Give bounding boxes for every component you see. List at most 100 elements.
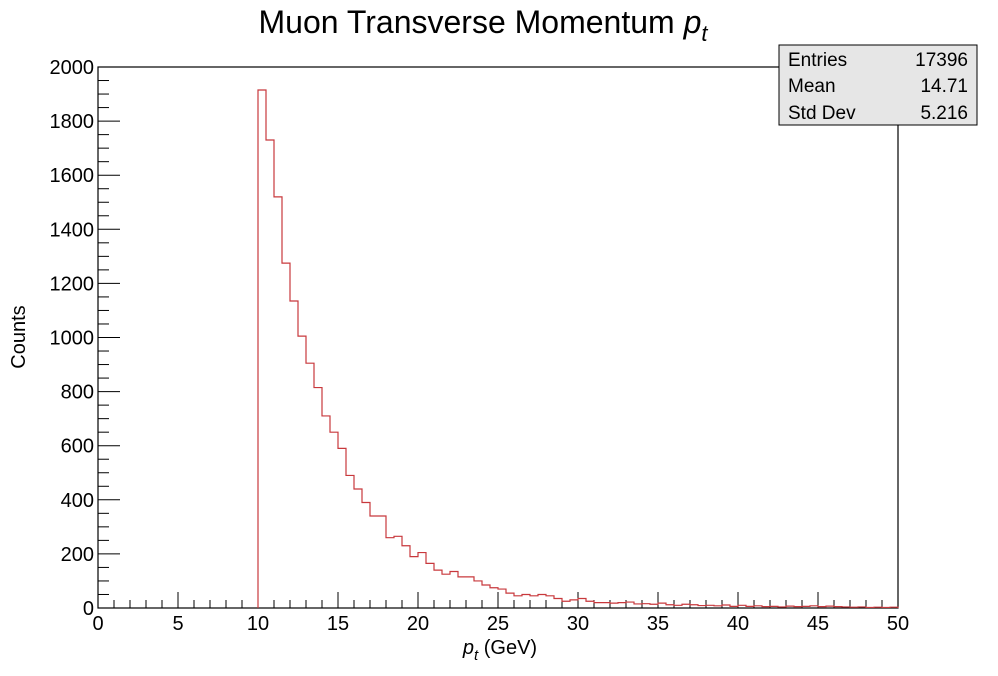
x-tick-label: 45 <box>807 613 829 635</box>
histogram-bin <box>674 605 682 608</box>
histogram-bin <box>866 607 874 608</box>
histogram-bin <box>890 607 898 608</box>
histogram-bin <box>642 604 650 608</box>
histogram-bin <box>730 606 738 608</box>
histogram-bin <box>290 301 298 608</box>
plot-frame <box>97 66 899 609</box>
y-axis-ticks: 0 200 400 600 800 1000 1200 1400 1600 1800 2000 <box>50 57 120 620</box>
histogram-bin <box>802 606 810 608</box>
histogram-bin <box>274 197 282 608</box>
histogram-bin <box>322 416 330 608</box>
histogram-bin <box>442 574 450 608</box>
x-tick-label: 10 <box>247 613 269 635</box>
histogram-bin <box>298 336 306 608</box>
histogram-bin <box>506 593 514 608</box>
x-tick-label: 5 <box>172 613 183 635</box>
histogram-bin <box>474 581 482 608</box>
x-tick-label: 25 <box>487 613 509 635</box>
histogram-bin <box>386 538 394 608</box>
histogram-bins <box>258 90 898 608</box>
histogram-bin <box>346 475 354 608</box>
histogram-bin <box>874 607 882 608</box>
histogram-bin <box>634 604 642 608</box>
histogram-bin <box>338 448 346 608</box>
histogram-bin <box>722 605 730 608</box>
stats-value: 5.216 <box>920 103 968 124</box>
histogram-bin <box>570 600 578 608</box>
histogram-bin <box>538 594 546 608</box>
histogram-bin <box>666 605 674 608</box>
histogram-bin <box>450 571 458 608</box>
histogram-bin <box>626 602 634 608</box>
stats-box: Entries 17396 Mean 14.71 Std Dev 5.216 <box>778 44 978 126</box>
histogram-bin <box>858 607 866 608</box>
stats-label: Entries <box>788 50 847 71</box>
x-tick-label: 30 <box>567 613 589 635</box>
histogram-bin <box>578 599 586 608</box>
x-axis-ticks: 0 5 10 15 20 25 30 35 40 45 50 <box>92 592 909 635</box>
histogram-bin <box>706 605 714 608</box>
y-tick-label: 1600 <box>50 165 95 187</box>
histogram-bin <box>778 607 786 608</box>
x-axis-label: pt (GeV) <box>462 637 537 664</box>
histogram-bin <box>314 388 322 608</box>
histogram-series <box>257 89 899 609</box>
histogram-bin <box>354 489 362 608</box>
histogram-bin <box>762 607 770 608</box>
histogram-bin <box>602 603 610 608</box>
histogram-bin <box>546 596 554 608</box>
y-tick-label: 0 <box>83 598 94 620</box>
histogram-bin <box>746 606 754 608</box>
histogram-bin <box>418 553 426 608</box>
chart-title: Muon Transverse Momentum pt <box>259 4 709 46</box>
stats-label: Mean <box>788 76 836 97</box>
histogram-bin <box>818 607 826 608</box>
histogram-bin <box>842 607 850 608</box>
histogram-bin <box>434 570 442 608</box>
histogram-bin <box>826 606 834 608</box>
histogram-bin <box>618 603 626 608</box>
y-axis-label: Counts <box>8 305 30 368</box>
histogram-bin <box>362 503 370 608</box>
histogram-bin <box>466 577 474 608</box>
stats-value: 14.71 <box>920 76 968 97</box>
y-tick-label: 200 <box>61 544 94 566</box>
histogram-bin <box>402 546 410 608</box>
histogram-bin <box>586 601 594 608</box>
histogram-bin <box>458 577 466 608</box>
histogram-bin <box>770 606 778 608</box>
histogram-bin <box>530 596 538 608</box>
histogram-bin <box>682 604 690 608</box>
histogram-bin <box>738 605 746 608</box>
histogram-bin <box>834 607 842 608</box>
histogram-bin <box>282 263 290 608</box>
stats-value: 17396 <box>915 50 968 71</box>
y-tick-label: 400 <box>61 490 94 512</box>
histogram-bin <box>690 605 698 608</box>
y-tick-label: 600 <box>61 436 94 458</box>
histogram-bin <box>754 606 762 608</box>
histogram-bin <box>410 557 418 608</box>
histogram-bin <box>370 516 378 608</box>
x-tick-label: 15 <box>327 613 349 635</box>
histogram-bin <box>810 606 818 608</box>
histogram-bin <box>594 603 602 608</box>
histogram-bin <box>698 606 706 608</box>
histogram-bin <box>522 594 530 608</box>
histogram-bin <box>658 603 666 608</box>
histogram-bin <box>794 607 802 608</box>
histogram-bin <box>850 607 858 608</box>
histogram-bin <box>650 604 658 608</box>
y-tick-label: 1200 <box>50 273 95 295</box>
histogram-bin <box>498 589 506 608</box>
x-tick-label: 40 <box>727 613 749 635</box>
histogram-bin <box>306 363 314 608</box>
x-tick-label: 50 <box>887 613 909 635</box>
histogram-bin <box>266 140 274 608</box>
stats-box-background <box>778 44 978 126</box>
histogram-bin <box>562 601 570 608</box>
x-tick-label: 0 <box>92 613 103 635</box>
y-tick-label: 1000 <box>50 328 95 350</box>
y-tick-label: 800 <box>61 382 94 404</box>
histogram-bin <box>786 606 794 608</box>
